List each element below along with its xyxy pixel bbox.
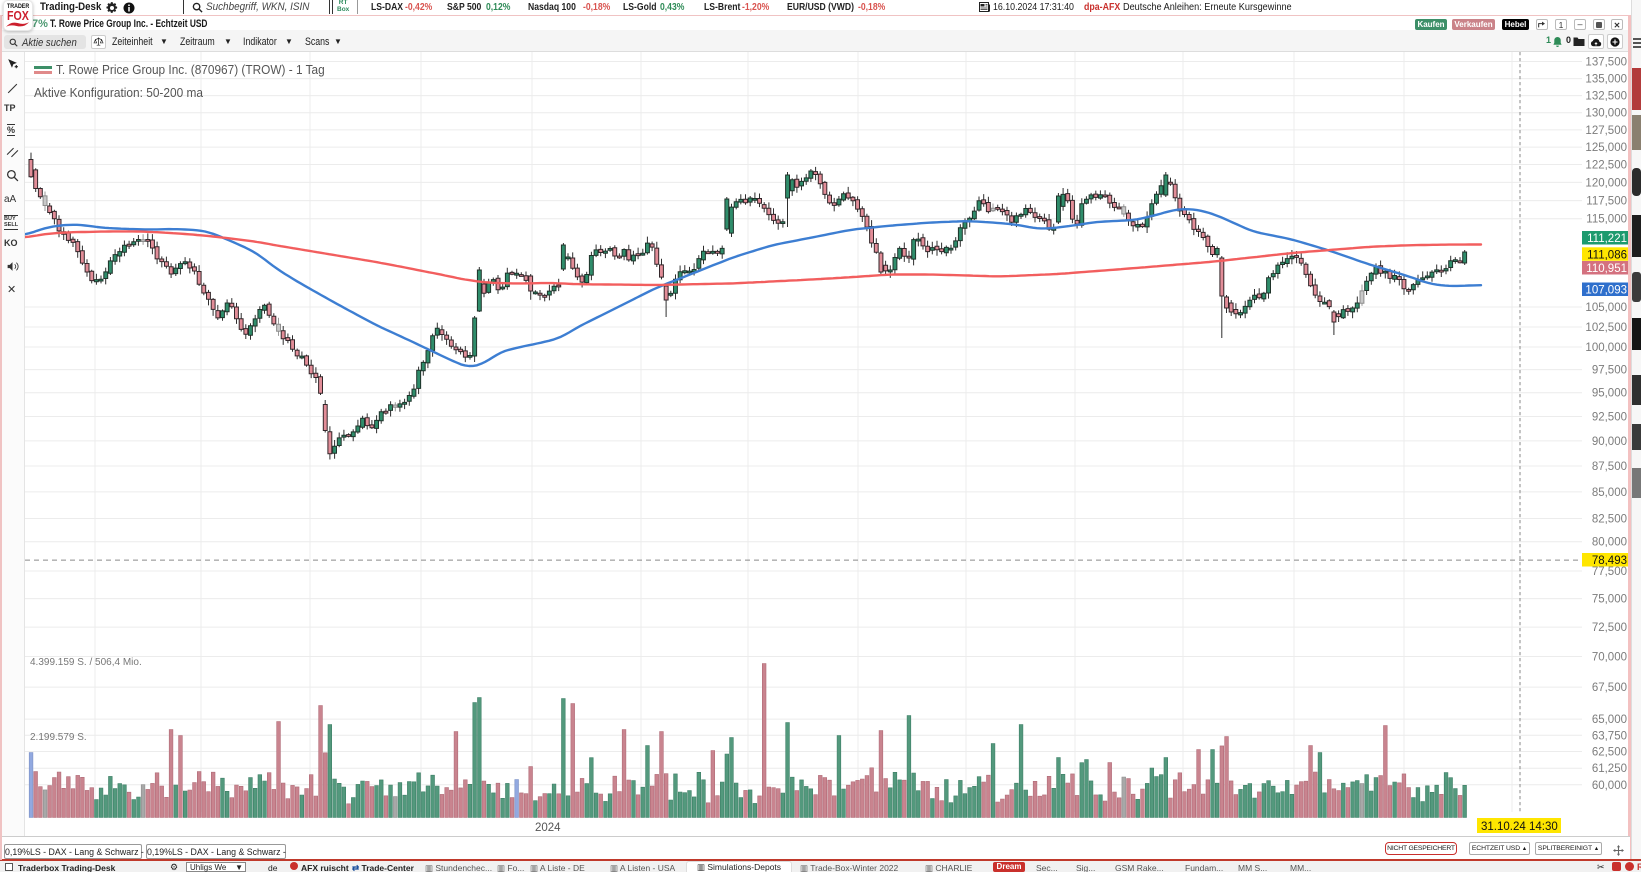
svg-text:2024: 2024 [535,822,561,834]
svg-text:100,000: 100,000 [1585,342,1627,354]
svg-text:135,000: 135,000 [1585,74,1627,86]
svg-text:4.399.159 S. / 506,4 Mio.: 4.399.159 S. / 506,4 Mio. [30,657,142,668]
svg-text:137,500: 137,500 [1585,57,1627,69]
svg-text:110,951: 110,951 [1586,263,1627,275]
svg-text:130,000: 130,000 [1585,108,1627,120]
svg-text:122,500: 122,500 [1585,160,1627,172]
svg-text:125,000: 125,000 [1585,142,1627,154]
svg-text:70,000: 70,000 [1592,652,1627,664]
svg-text:127,500: 127,500 [1585,125,1627,137]
svg-text:65,000: 65,000 [1592,714,1627,726]
svg-text:111,086: 111,086 [1587,249,1627,261]
svg-text:102,500: 102,500 [1585,322,1627,334]
svg-text:31.10.24 14:30: 31.10.24 14:30 [1481,821,1558,833]
svg-text:63,750: 63,750 [1592,730,1627,742]
svg-text:105,000: 105,000 [1585,302,1627,314]
svg-text:75,000: 75,000 [1592,594,1627,606]
svg-text:80,000: 80,000 [1592,537,1627,549]
svg-text:90,000: 90,000 [1592,436,1627,448]
svg-text:82,500: 82,500 [1592,514,1627,526]
svg-text:117,500: 117,500 [1586,196,1627,208]
svg-text:120,000: 120,000 [1585,177,1627,189]
svg-text:85,000: 85,000 [1592,487,1627,499]
svg-text:97,500: 97,500 [1592,365,1627,377]
svg-text:78,493: 78,493 [1592,555,1627,567]
svg-text:107,093: 107,093 [1585,285,1627,297]
svg-text:95,000: 95,000 [1592,388,1627,400]
svg-text:67,500: 67,500 [1592,682,1627,694]
svg-text:2.199.579 S.: 2.199.579 S. [30,732,87,743]
svg-text:77,500: 77,500 [1592,566,1627,578]
svg-text:92,500: 92,500 [1592,412,1627,424]
svg-text:60,000: 60,000 [1592,780,1627,792]
svg-text:62,500: 62,500 [1592,747,1627,759]
svg-text:72,500: 72,500 [1592,622,1627,634]
svg-text:132,500: 132,500 [1585,91,1627,103]
svg-text:115,000: 115,000 [1586,214,1627,226]
svg-text:87,500: 87,500 [1592,461,1627,473]
svg-text:111,221: 111,221 [1587,233,1627,245]
svg-text:61,250: 61,250 [1592,763,1627,775]
